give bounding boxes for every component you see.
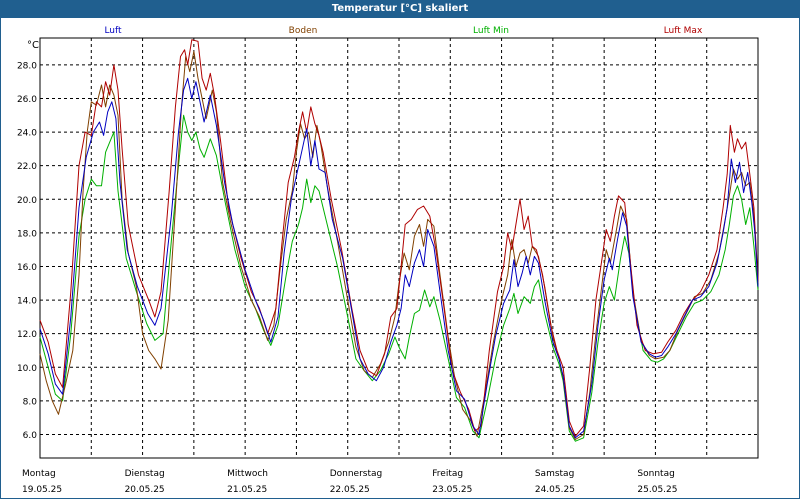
- day-date-label: 24.05.25: [535, 485, 575, 495]
- day-weekday-label: Dienstag: [125, 469, 165, 479]
- plot-area-border: [39, 37, 759, 459]
- legend-entry-luft: Luft: [104, 26, 122, 36]
- y-tick-label: 18.0: [17, 229, 37, 239]
- series-line-luft-min: [39, 114, 759, 442]
- day-date-label: 19.05.25: [22, 485, 62, 495]
- legend-entry-luft-max: Luft Max: [664, 26, 703, 36]
- day-weekday-label: Freitag: [432, 469, 463, 479]
- y-tick-label: 16.0: [17, 263, 37, 273]
- day-date-label: 21.05.25: [227, 485, 267, 495]
- y-tick-label: 14.0: [17, 297, 37, 307]
- grid: [40, 38, 758, 458]
- day-date-label: 20.05.25: [125, 485, 165, 495]
- y-tick-label: 20.0: [17, 196, 37, 206]
- x-axis: Montag 19.05.25 Dienstag 20.05.25 Mittwoch 21…: [22, 469, 678, 495]
- y-tick-label: 28.0: [17, 61, 37, 71]
- day-weekday-label: Sonntag: [637, 469, 674, 479]
- series-line-luft-max: [39, 39, 759, 437]
- y-tick-label: 6.0: [23, 431, 38, 441]
- y-tick-label: 8.0: [23, 397, 38, 407]
- day-weekday-label: Donnerstag: [330, 469, 383, 479]
- y-tick-label: 24.0: [17, 129, 37, 139]
- legend: Luft Boden Luft Min Luft Max: [104, 26, 703, 36]
- day-date-label: 22.05.25: [330, 485, 370, 495]
- series-lines: [39, 39, 759, 442]
- y-tick-label: 26.0: [17, 95, 37, 105]
- legend-entry-boden: Boden: [289, 26, 318, 36]
- legend-entry-luft-min: Luft Min: [473, 26, 509, 36]
- plot-frame: [39, 37, 759, 459]
- y-axis: 6.0 8.0 10.0 12.0 14.0 16.0 18.0 20.0 22.0 24.0 26…: [17, 40, 39, 441]
- day-weekday-label: Montag: [22, 469, 56, 479]
- y-axis-unit: °C: [27, 40, 39, 51]
- series-line-luft: [39, 77, 759, 439]
- y-tick-label: 12.0: [17, 330, 37, 340]
- day-weekday-label: Samstag: [535, 469, 574, 479]
- window-title: Temperatur [°C] skaliert: [0, 0, 800, 18]
- y-tick-label: 22.0: [17, 162, 37, 172]
- day-weekday-label: Mittwoch: [227, 469, 268, 479]
- day-date-label: 23.05.25: [432, 485, 472, 495]
- y-tick-label: 10.0: [17, 364, 37, 374]
- day-date-label: 25.05.25: [637, 485, 677, 495]
